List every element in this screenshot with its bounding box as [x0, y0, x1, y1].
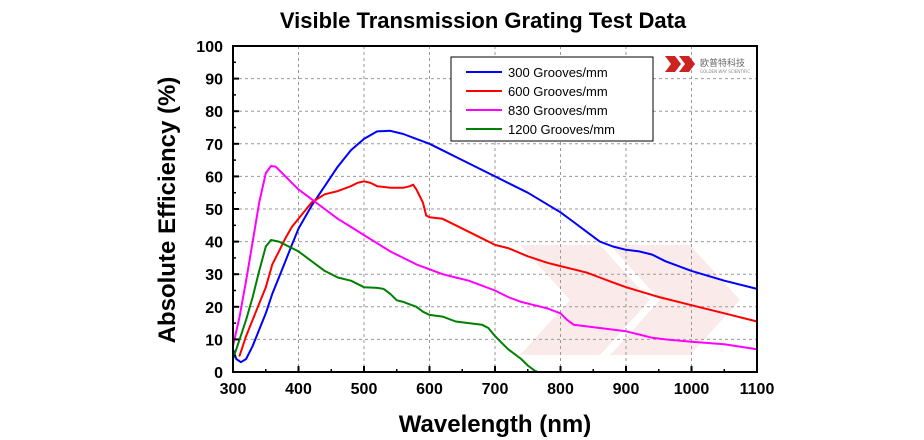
company-logo: 欧普特科技 GOLDEN WAY SCIENTIFIC: [665, 56, 750, 74]
x-tick-label: 300: [220, 381, 247, 398]
x-tick-label: 1000: [674, 381, 710, 398]
y-tick-label: 40: [205, 235, 223, 252]
logo-mark-right: [679, 56, 695, 72]
chart-title: Visible Transmission Grating Test Data: [280, 8, 687, 33]
x-tick-label: 800: [547, 381, 574, 398]
legend: 300 Grooves/mm 600 Grooves/mm 830 Grooves/…: [450, 56, 654, 142]
y-tick-label: 10: [205, 332, 223, 349]
logo-mark-left: [665, 56, 681, 72]
y-axis-label: Absolute Efficiency (%): [154, 77, 181, 344]
x-tick-label: 500: [351, 381, 378, 398]
x-tick-labels: 300 400 500 600 700 800 900 1000 1100: [220, 381, 775, 398]
series-line-3: [232, 165, 758, 351]
y-tick-label: 0: [214, 365, 223, 382]
series-line-4: [232, 239, 539, 373]
y-tick-label: 100: [196, 39, 223, 56]
y-tick-label: 90: [205, 72, 223, 89]
y-tick-labels: 0 10 20 30 40 50 60 70 80 90 100: [196, 39, 223, 382]
x-tick-label: 400: [285, 381, 312, 398]
logo-subtitle: GOLDEN WAY SCIENTIFIC: [700, 69, 750, 74]
y-tick-label: 20: [205, 300, 223, 317]
legend-label-1: 300 Grooves/mm: [508, 65, 608, 80]
legend-label-2: 600 Grooves/mm: [508, 84, 608, 99]
y-tick-label: 70: [205, 137, 223, 154]
series-line-1: [232, 129, 758, 364]
y-tick-label: 30: [205, 267, 223, 284]
logo-name: 欧普特科技: [700, 57, 745, 69]
x-tick-label: 700: [482, 381, 509, 398]
ticks-group: [232, 45, 758, 373]
x-tick-label: 600: [416, 381, 443, 398]
y-tick-label: 50: [205, 202, 223, 219]
series-line-2: [238, 180, 758, 357]
series-group: [232, 129, 758, 373]
watermark-logo: [520, 245, 740, 355]
x-tick-label: 900: [613, 381, 640, 398]
y-tick-label: 80: [205, 104, 223, 121]
legend-label-4: 1200 Grooves/mm: [508, 122, 615, 137]
y-tick-label: 60: [205, 169, 223, 186]
x-tick-label: 1100: [740, 381, 775, 398]
x-axis-label: Wavelength (nm): [399, 411, 591, 438]
legend-label-3: 830 Grooves/mm: [508, 103, 608, 118]
